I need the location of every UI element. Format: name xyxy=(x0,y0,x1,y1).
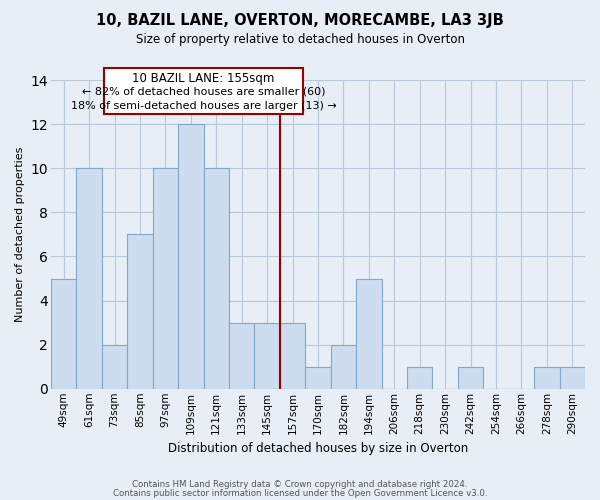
Text: Size of property relative to detached houses in Overton: Size of property relative to detached ho… xyxy=(136,32,464,46)
Bar xyxy=(331,344,356,389)
Bar xyxy=(51,278,76,389)
FancyBboxPatch shape xyxy=(104,68,303,114)
Bar xyxy=(356,278,382,389)
Bar xyxy=(102,344,127,389)
Bar xyxy=(152,168,178,389)
Text: Contains public sector information licensed under the Open Government Licence v3: Contains public sector information licen… xyxy=(113,488,487,498)
Text: 18% of semi-detached houses are larger (13) →: 18% of semi-detached houses are larger (… xyxy=(71,101,337,111)
Bar xyxy=(560,366,585,389)
Bar xyxy=(534,366,560,389)
Y-axis label: Number of detached properties: Number of detached properties xyxy=(15,147,25,322)
Bar xyxy=(178,124,203,389)
Bar xyxy=(76,168,102,389)
Text: ← 82% of detached houses are smaller (60): ← 82% of detached houses are smaller (60… xyxy=(82,86,325,97)
Bar xyxy=(127,234,152,389)
Bar xyxy=(280,322,305,389)
Bar xyxy=(229,322,254,389)
Bar xyxy=(305,366,331,389)
Bar xyxy=(254,322,280,389)
Bar xyxy=(407,366,433,389)
Bar xyxy=(458,366,483,389)
X-axis label: Distribution of detached houses by size in Overton: Distribution of detached houses by size … xyxy=(168,442,468,455)
Text: Contains HM Land Registry data © Crown copyright and database right 2024.: Contains HM Land Registry data © Crown c… xyxy=(132,480,468,489)
Text: 10, BAZIL LANE, OVERTON, MORECAMBE, LA3 3JB: 10, BAZIL LANE, OVERTON, MORECAMBE, LA3 … xyxy=(96,12,504,28)
Text: 10 BAZIL LANE: 155sqm: 10 BAZIL LANE: 155sqm xyxy=(133,72,275,86)
Bar xyxy=(203,168,229,389)
